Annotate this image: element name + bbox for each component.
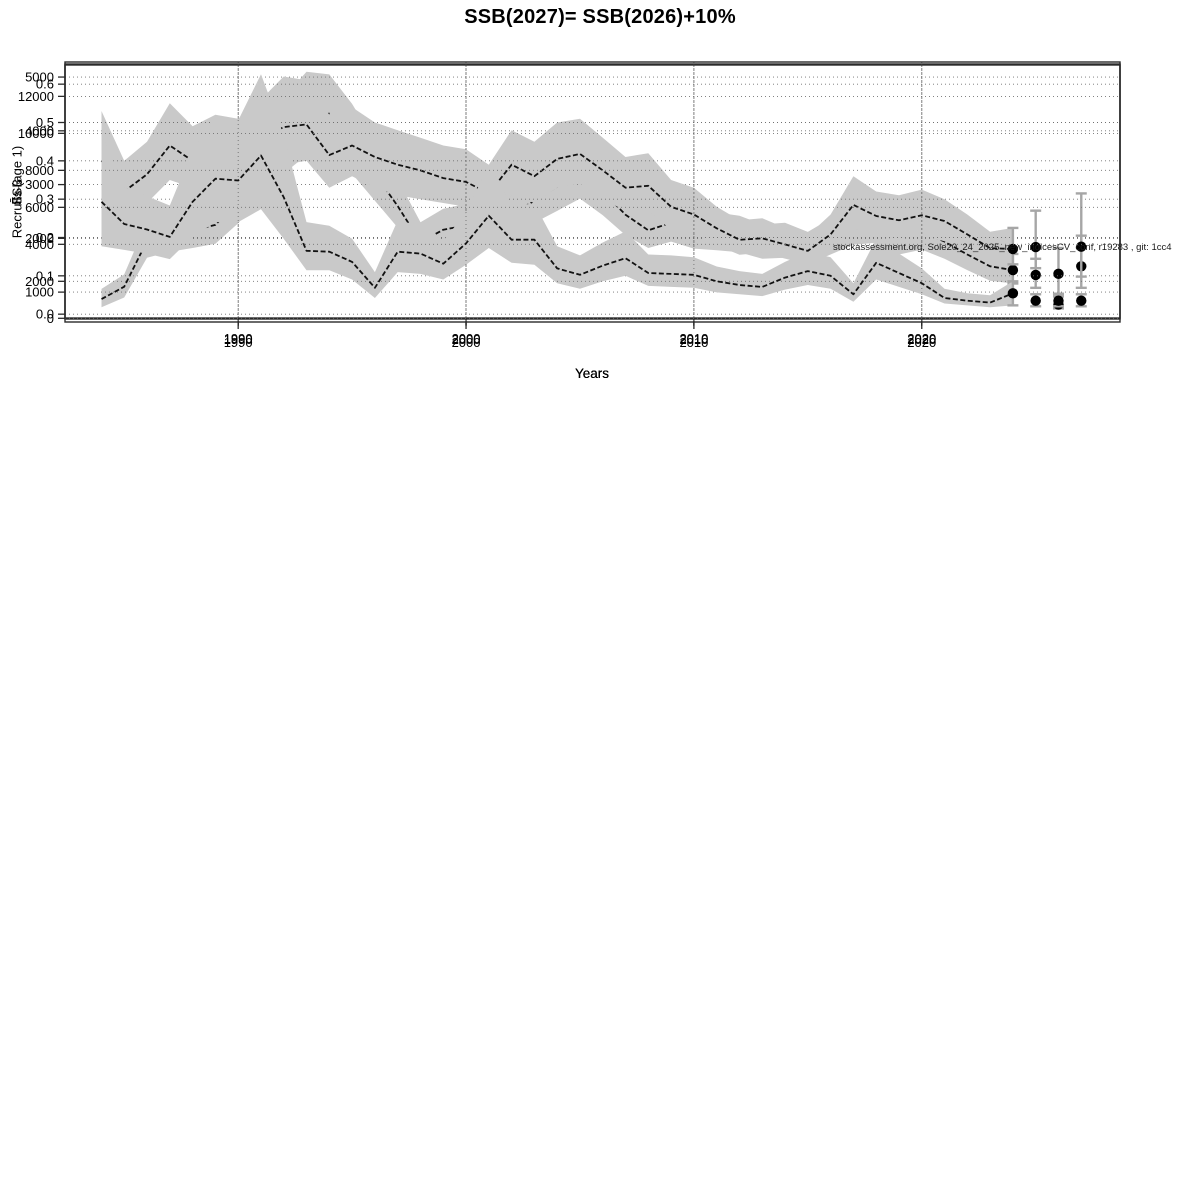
forecast-point — [1076, 295, 1087, 306]
forecast-point — [1007, 288, 1019, 299]
y-tick-label: 2000 — [25, 274, 54, 289]
x-tick-label: 1990 — [224, 335, 253, 350]
x-tick-label: 2020 — [907, 331, 936, 346]
fbar-x-axis-label: Years — [574, 366, 610, 381]
stockassessment-run-note: stockassessment.org, Sole20_24_2025_new_… — [833, 242, 1172, 253]
forecast-point — [1030, 295, 1041, 306]
ssb-x-axis-label: Years — [574, 366, 610, 381]
confidence-band — [101, 74, 1013, 308]
y-tick-label: 0.6 — [36, 77, 54, 92]
y-tick-label: 0.0 — [36, 307, 54, 322]
axis-ticks: 0.0 0.1 0.2 0.3 0.4 0.5 0.6 1990 2000 2010 2020 — [36, 77, 936, 346]
y-tick-label: 12000 — [18, 89, 54, 104]
median-line — [100, 154, 1014, 304]
y-tick-label: 1000 — [25, 285, 54, 300]
y-tick-label: 6000 — [25, 200, 54, 215]
forecast-point — [1053, 268, 1064, 280]
figure-title: SSB(2027)= SSB(2026)+10% — [464, 6, 736, 28]
y-tick-label: 5000 — [25, 70, 54, 85]
x-tick-label: 2010 — [679, 332, 708, 347]
y-tick-label: 4000 — [25, 237, 54, 252]
y-tick-label: 10000 — [18, 126, 54, 141]
plot-frame — [64, 63, 1121, 323]
x-tick-label: 2000 — [452, 331, 481, 346]
y-tick-label: 0.2 — [36, 230, 54, 245]
recruits-y-axis-label: Recruits (age 1) — [9, 145, 25, 239]
x-tick-label: 2010 — [679, 335, 708, 350]
y-tick-label: 2000 — [25, 231, 54, 246]
x-tick-label: 2000 — [452, 332, 481, 347]
y-tick-label: 0.1 — [36, 268, 54, 283]
recruits-chart: 0 2000 4000 6000 8000 10000 12000 1990 2000 2010 2… — [0, 0, 1200, 400]
x-tick-label: 1990 — [224, 331, 253, 346]
forecast-point — [1030, 269, 1041, 281]
forecast-point — [1007, 264, 1019, 276]
forecast-point — [1053, 295, 1064, 306]
forecast-point — [1007, 243, 1019, 255]
y-tick-label: 0 — [47, 311, 54, 326]
forecast-points — [1007, 280, 1087, 308]
forecast-point — [1076, 241, 1087, 252]
y-tick-label: 4000 — [25, 123, 54, 138]
y-tick-label: 0.3 — [36, 192, 54, 207]
y-tick-label: 0.5 — [36, 115, 54, 130]
y-tick-label: 8000 — [25, 163, 54, 178]
gridlines — [65, 64, 1120, 322]
y-tick-label: 3000 — [25, 177, 54, 192]
x-tick-label: 2000 — [452, 335, 481, 350]
x-tick-label: 2010 — [679, 331, 708, 346]
x-tick-label: 2020 — [907, 335, 936, 350]
recruits-x-axis-label: Years — [574, 366, 610, 381]
x-tick-label: 1990 — [224, 332, 253, 347]
x-tick-label: 2020 — [907, 332, 936, 347]
y-tick-label: 0.4 — [36, 153, 54, 168]
